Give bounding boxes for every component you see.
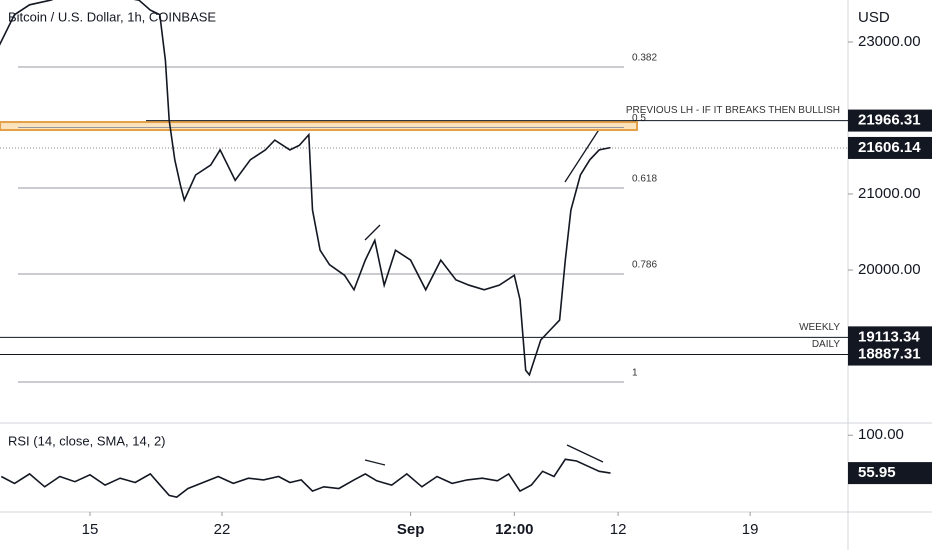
x-tick-label: 22 xyxy=(214,521,231,538)
price-tag-label: 21966.31 xyxy=(858,112,921,129)
chart-title: Bitcoin / U.S. Dollar, 1h, COINBASE xyxy=(8,9,216,24)
price-line xyxy=(0,458,611,498)
drawings xyxy=(364,127,604,466)
x-tick-label: Sep xyxy=(397,521,425,538)
price-tag xyxy=(848,109,932,132)
y-tick-label: 100.00 xyxy=(858,426,904,443)
fib-label: 0.786 xyxy=(632,260,657,271)
price-tag-label: 55.95 xyxy=(858,464,896,481)
x-tick-label: 19 xyxy=(742,521,759,538)
fib-label: 1 xyxy=(632,368,638,379)
clip-group xyxy=(0,458,611,498)
x-tick-label: 12:00 xyxy=(495,521,533,538)
y-tick-label: 23000.00 xyxy=(858,33,921,50)
price-tag-label: 18887.31 xyxy=(858,346,921,363)
price-tag-label: 19113.34 xyxy=(858,328,920,345)
fib-label: 0.5 xyxy=(632,113,646,124)
y-tick-label: 20000.00 xyxy=(858,261,921,278)
price-tag xyxy=(848,136,932,159)
level-name: PREVIOUS LH - IF IT BREAKS THEN BULLISH xyxy=(626,105,840,116)
price-tag xyxy=(848,326,932,349)
x-tick-label: 12 xyxy=(610,521,627,538)
fib-label: 0.382 xyxy=(632,53,657,64)
level-name: WEEKLY xyxy=(799,322,840,333)
fib-label: 0.618 xyxy=(632,174,657,185)
zone xyxy=(0,121,638,132)
level-name: DAILY xyxy=(812,339,840,350)
currency: USD xyxy=(858,9,890,26)
price-tag-label: 21606.14 xyxy=(858,139,921,156)
price-tag xyxy=(848,462,932,485)
x-tick-label: 15 xyxy=(82,521,99,538)
price-line xyxy=(0,0,611,377)
price-tag xyxy=(848,343,932,366)
rsi-title: RSI (14, close, SMA, 14, 2) xyxy=(8,433,166,448)
clip-group xyxy=(0,0,611,377)
y-tick-label: 21000.00 xyxy=(858,185,921,202)
